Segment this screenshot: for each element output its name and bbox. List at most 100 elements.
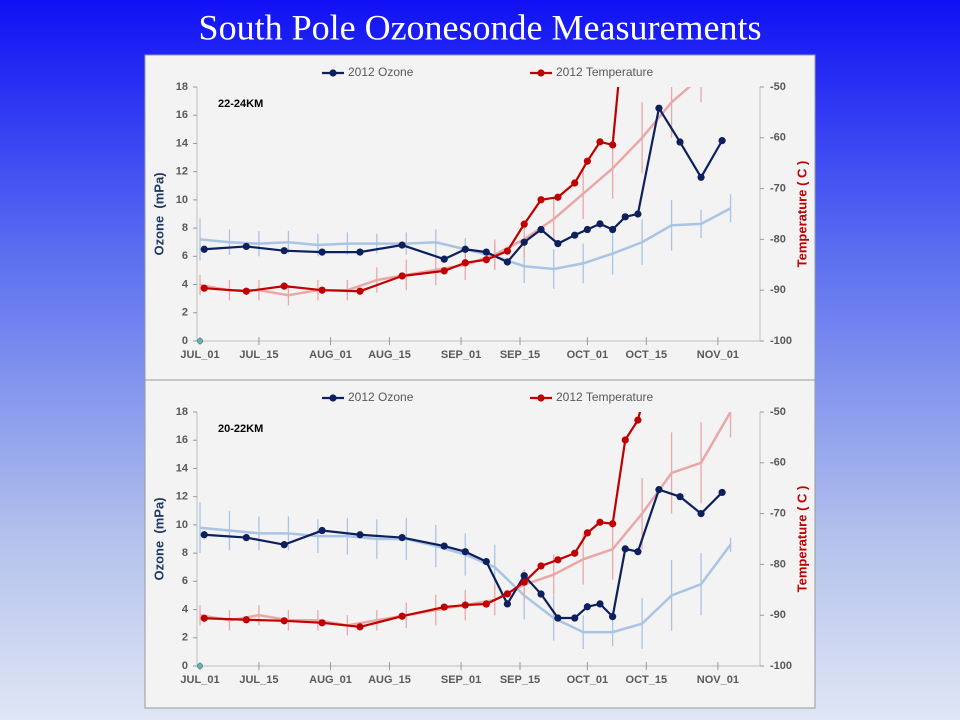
y-tick-label: 4	[182, 278, 189, 290]
origin-marker	[197, 338, 203, 344]
x-tick-label: JUL_15	[239, 349, 278, 361]
legend-label: 2012 Temperature	[556, 390, 654, 404]
y2-tick-label: -90	[770, 284, 786, 296]
data-point	[461, 548, 469, 556]
y2-tick-label: -50	[770, 406, 786, 418]
data-point	[571, 231, 579, 239]
slide-title: South Pole Ozonesonde Measurements	[199, 7, 762, 47]
legend-label: 2012 Ozone	[348, 65, 414, 79]
x-tick-label: SEP_15	[500, 674, 540, 686]
data-point	[676, 493, 684, 501]
y-tick-label: 8	[182, 222, 188, 234]
x-tick-label: JUL_15	[239, 674, 278, 686]
data-point	[718, 137, 726, 145]
y2-tick-label: -80	[770, 558, 786, 570]
data-point	[697, 173, 705, 181]
data-point	[242, 616, 250, 624]
y2-axis-title: Temperature ( C )	[794, 161, 809, 268]
data-point	[503, 258, 511, 266]
x-tick-label: SEP_01	[441, 674, 481, 686]
y-tick-label: 16	[176, 434, 188, 446]
data-point	[503, 247, 511, 255]
y2-tick-label: -70	[770, 183, 786, 195]
legend-marker	[537, 394, 545, 402]
data-point	[655, 486, 663, 494]
data-point	[398, 272, 406, 280]
x-tick-label: SEP_01	[441, 349, 481, 361]
y-tick-label: 0	[182, 335, 188, 347]
y2-tick-label: -90	[770, 609, 786, 621]
data-point	[609, 613, 617, 621]
data-point	[318, 526, 326, 535]
data-point	[609, 225, 617, 234]
legend-label: 2012 Ozone	[348, 390, 414, 404]
data-point	[520, 238, 528, 246]
data-point	[520, 572, 528, 580]
y-tick-label: 10	[176, 519, 188, 531]
y-tick-label: 12	[176, 491, 188, 503]
x-tick-label: OCT_15	[626, 674, 668, 686]
data-point	[554, 240, 562, 248]
data-point	[356, 248, 364, 256]
data-point	[583, 529, 591, 537]
data-point	[718, 488, 726, 497]
y2-tick-label: -100	[770, 660, 792, 672]
data-point	[634, 416, 642, 424]
y-tick-label: 4	[182, 603, 189, 615]
data-point	[537, 196, 545, 204]
data-point	[440, 267, 448, 275]
x-tick-label: AUG_01	[309, 674, 352, 686]
data-point	[554, 556, 562, 564]
data-point	[554, 193, 562, 201]
data-point	[482, 256, 490, 264]
y-axis-title: Ozone (mPa)	[151, 172, 166, 255]
data-point	[571, 179, 579, 187]
data-point	[318, 248, 326, 256]
data-point	[571, 549, 579, 557]
y-tick-label: 6	[182, 575, 188, 587]
chart-panel: JUL_01 JUL_15 AUG_01 AUG_15 SEP_01 SEP_15 OCT_…	[144, 54, 816, 381]
y-tick-label: 2	[182, 307, 188, 319]
data-point	[609, 520, 617, 528]
data-point	[676, 138, 684, 146]
x-tick-label: JUL_01	[180, 349, 219, 361]
y-tick-label: 18	[176, 406, 188, 418]
y-tick-label: 16	[176, 109, 188, 121]
x-tick-label: SEP_15	[500, 349, 540, 361]
data-point	[356, 623, 364, 631]
y2-tick-label: -70	[770, 508, 786, 520]
data-point	[280, 247, 288, 255]
origin-marker	[197, 663, 203, 669]
data-point	[318, 286, 326, 294]
data-point	[634, 210, 642, 218]
data-point	[503, 590, 511, 598]
x-tick-label: AUG_15	[368, 674, 411, 686]
data-point	[461, 259, 469, 267]
data-point	[242, 287, 250, 295]
chart-panel: JUL_01 JUL_15 AUG_01 AUG_15 SEP_01 SEP_15 OCT_…	[144, 379, 816, 709]
data-point	[537, 225, 545, 234]
data-point	[655, 104, 663, 112]
data-point	[596, 600, 604, 608]
data-point	[356, 531, 364, 539]
x-tick-label: AUG_15	[368, 349, 411, 361]
y-tick-label: 0	[182, 660, 188, 672]
data-point	[554, 614, 562, 622]
y2-tick-label: -100	[770, 335, 792, 347]
data-point	[621, 213, 629, 221]
data-point	[200, 245, 208, 253]
data-point	[503, 600, 511, 608]
data-point	[634, 548, 642, 556]
data-point	[583, 603, 591, 611]
x-tick-label: NOV_01	[697, 349, 739, 361]
data-point	[280, 617, 288, 625]
data-point	[583, 225, 591, 234]
legend-label: 2012 Temperature	[556, 65, 654, 79]
data-point	[596, 518, 604, 526]
plot-area	[199, 412, 732, 650]
panel-background	[144, 379, 816, 709]
data-point	[242, 242, 250, 251]
x-tick-label: OCT_01	[567, 349, 609, 361]
series-line	[204, 87, 620, 293]
data-point	[571, 614, 579, 622]
